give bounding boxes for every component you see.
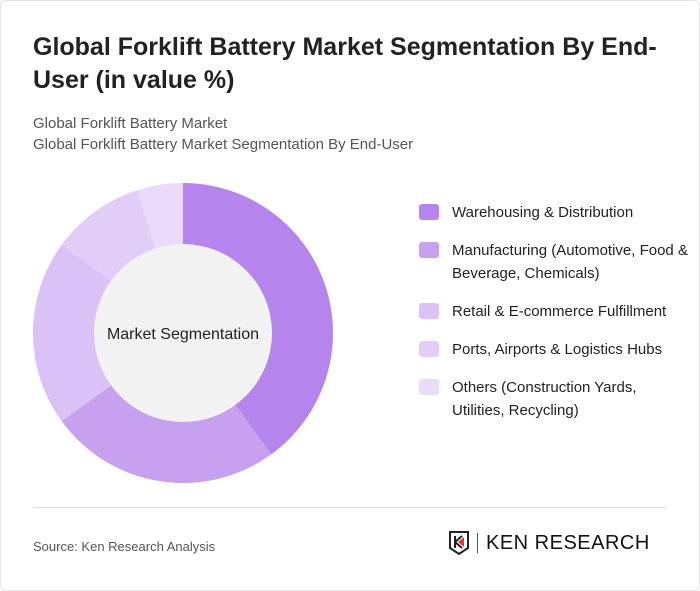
subtitle-market: Global Forklift Battery Market [33, 115, 228, 132]
logo-shield-icon [449, 531, 469, 555]
legend-label: Retail & E-commerce Fulfillment [452, 303, 667, 320]
chart-title: Global Forklift Battery Market Segmentat… [33, 33, 657, 94]
legend-swatch [419, 341, 439, 357]
legend-swatch [419, 204, 439, 220]
legend: Warehousing & Distribution Manufacturing … [419, 201, 689, 437]
legend-item: Ports, Airports & Logistics Hubs [419, 338, 689, 361]
donut-hole [94, 244, 272, 422]
legend-label: Others (Construction Yards, Utilities, R… [452, 379, 637, 419]
legend-label: Warehousing & Distribution [452, 204, 634, 221]
legend-item: Manufacturing (Automotive, Food & Bevera… [419, 239, 689, 285]
legend-label: Ports, Airports & Logistics Hubs [452, 341, 663, 358]
center-label: Market Segmentation [107, 326, 259, 343]
legend-swatch [419, 379, 439, 395]
divider [33, 507, 667, 508]
legend-swatch [419, 242, 439, 258]
subtitle-segmentation: Global Forklift Battery Market Segmentat… [33, 136, 414, 153]
legend-label: Manufacturing (Automotive, Food & Bevera… [452, 242, 688, 282]
ken-research-logo: KEN RESEARCH [449, 531, 650, 555]
legend-item: Warehousing & Distribution [419, 201, 689, 224]
legend-swatch [419, 303, 439, 319]
source-note: Source: Ken Research Analysis [33, 539, 216, 554]
logo-text: KEN RESEARCH [477, 533, 650, 553]
legend-item: Retail & E-commerce Fulfillment [419, 300, 689, 323]
donut-chart: Market Segmentation [32, 183, 333, 483]
legend-item: Others (Construction Yards, Utilities, R… [419, 376, 689, 422]
